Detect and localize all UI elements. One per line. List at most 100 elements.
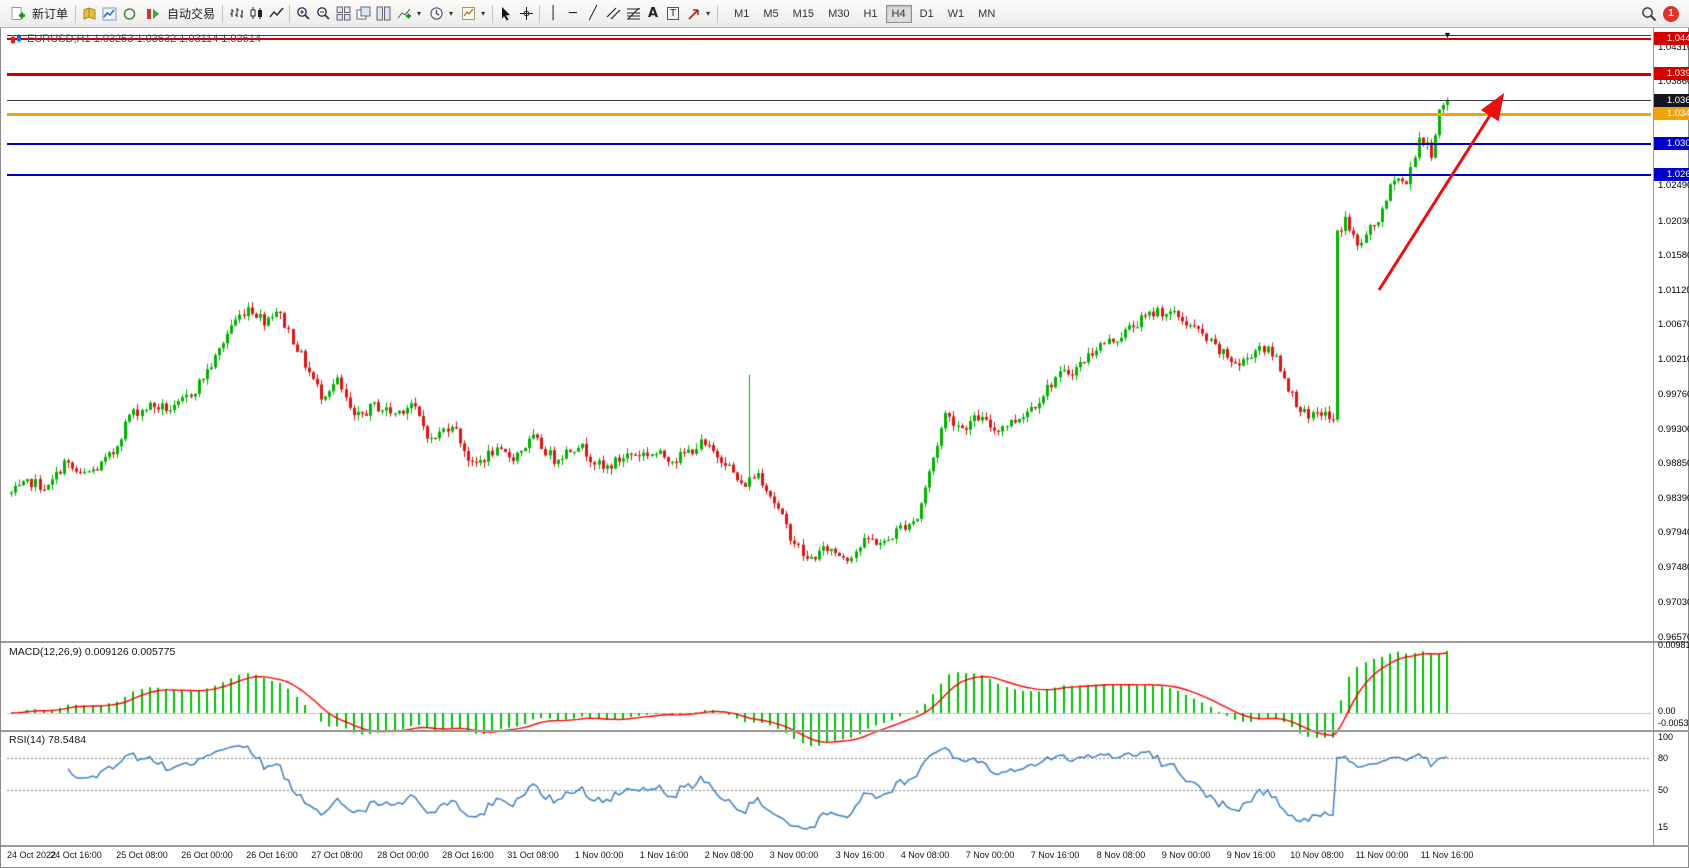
- symbol-icon: [11, 33, 22, 45]
- chevron-down-icon: ▾: [449, 9, 454, 18]
- time-axis-label: 7 Nov 00:00: [965, 850, 1015, 860]
- refresh-icon[interactable]: [119, 4, 139, 24]
- zoom-in-icon[interactable]: [293, 4, 313, 24]
- rsi-axis-label: 100: [1658, 732, 1674, 742]
- price-axis-tick: 0.97030: [1658, 597, 1689, 608]
- tile-vertical-icon[interactable]: [373, 4, 393, 24]
- price-axis-tick: 0.97940: [1658, 527, 1689, 538]
- time-axis-label: 28 Oct 16:00: [442, 850, 494, 860]
- time-axis-label: 7 Nov 16:00: [1030, 850, 1080, 860]
- price-axis-tick: 0.98850: [1658, 458, 1689, 469]
- price-level-badge: 1.04418: [1654, 32, 1689, 45]
- vertical-line-tool-icon[interactable]: │: [549, 6, 557, 21]
- channel-tool-icon[interactable]: [603, 4, 623, 24]
- autotrading-label: 自动交易: [167, 7, 216, 21]
- price-level-line[interactable]: [7, 73, 1651, 76]
- trendline-tool-icon[interactable]: ╱: [589, 6, 597, 21]
- autotrading-button[interactable]: 自动交易: [139, 2, 219, 26]
- crosshair-tool-icon[interactable]: [516, 4, 536, 24]
- price-axis-tick: 1.00210: [1658, 354, 1689, 365]
- price-level-badge: 1.02635: [1654, 168, 1689, 181]
- time-axis-label: 3 Nov 00:00: [769, 850, 819, 860]
- new-order-button[interactable]: 新订单: [4, 2, 72, 26]
- macd-axis-label: 0.009817: [1658, 640, 1689, 650]
- price-axis-tick: 0.96570: [1658, 632, 1689, 643]
- price-axis-tick: 1.02490: [1658, 180, 1689, 191]
- bar-chart-type-icon[interactable]: [226, 4, 246, 24]
- new-order-icon: [8, 4, 28, 24]
- price-level-line[interactable]: [7, 143, 1651, 145]
- price-level-badge: 1.03434: [1654, 107, 1689, 120]
- tile-windows-icon[interactable]: [333, 4, 353, 24]
- price-axis-border: [1653, 28, 1654, 847]
- price-axis-tick: 1.02030: [1658, 216, 1689, 227]
- time-axis-label: 3 Nov 16:00: [835, 850, 885, 860]
- time-axis-label: 26 Oct 00:00: [181, 850, 233, 860]
- price-axis-tick: 1.00670: [1658, 319, 1689, 330]
- price-axis-tick: 1.03860: [1658, 76, 1689, 87]
- time-axis-label: 9 Nov 00:00: [1161, 850, 1211, 860]
- text-tool-icon[interactable]: A: [648, 6, 659, 21]
- macd-axis-label: -0.005384: [1658, 718, 1689, 728]
- chart-window: EURUSD,H1 1.03253 1.03632 1.03114 1.0361…: [0, 28, 1689, 868]
- candlestick-type-icon[interactable]: [246, 4, 266, 24]
- periods-button[interactable]: ▾: [425, 4, 457, 23]
- timeframe-m30[interactable]: M30: [828, 7, 850, 20]
- time-axis-label: 26 Oct 16:00: [246, 850, 298, 860]
- cursor-tool-icon[interactable]: [496, 4, 516, 24]
- timeframe-h4[interactable]: H4: [885, 4, 912, 23]
- price-level-line[interactable]: [7, 35, 1651, 36]
- cascade-windows-icon[interactable]: [353, 4, 373, 24]
- rsi-label: RSI(14) 78.5484: [9, 734, 87, 746]
- toolbar-separator: [222, 4, 224, 23]
- price-level-badge: 1.03046: [1654, 137, 1689, 150]
- indicators-button[interactable]: ▾: [393, 4, 425, 23]
- notifications-badge[interactable]: 1: [1663, 5, 1679, 22]
- arrows-tool-button[interactable]: ▾: [683, 5, 714, 23]
- timeframe-h1[interactable]: H1: [863, 7, 878, 20]
- label-tool-icon[interactable]: T: [663, 4, 683, 24]
- main-toolbar: 新订单 自动交易: [0, 0, 1689, 28]
- rsi-axis-label: 50: [1658, 785, 1669, 795]
- timeframe-d1[interactable]: D1: [919, 7, 934, 20]
- zoom-out-icon[interactable]: [313, 4, 333, 24]
- new-chart-icon[interactable]: [99, 4, 119, 24]
- time-axis-label: 24 Oct 2022: [7, 850, 57, 860]
- time-axis-label: 28 Oct 00:00: [377, 850, 429, 860]
- price-axis-tick: 0.99760: [1658, 389, 1689, 400]
- timeframe-m1[interactable]: M1: [734, 7, 750, 20]
- macd-label: MACD(12,26,9) 0.009126 0.005775: [9, 646, 176, 658]
- time-axis-label: 8 Nov 08:00: [1096, 850, 1146, 860]
- price-level-line[interactable]: [7, 38, 1651, 40]
- toolbar-separator: [717, 4, 719, 23]
- timeframe-m5[interactable]: M5: [763, 7, 779, 20]
- timeframe-m15[interactable]: M15: [792, 7, 815, 20]
- timeframe-toolbar: M1 M5 M15 M30 H1 H4 D1 W1 MN: [727, 4, 1002, 23]
- timeframe-mn[interactable]: MN: [978, 7, 996, 20]
- panel-separator: [1, 730, 1689, 732]
- horizontal-line-tool-icon[interactable]: ─: [569, 6, 577, 21]
- new-order-label: 新订单: [32, 7, 69, 21]
- templates-button[interactable]: ▾: [457, 4, 489, 23]
- price-axis-tick: 0.98390: [1658, 493, 1689, 504]
- chevron-down-icon: ▾: [706, 9, 711, 18]
- chevron-down-icon: ▾: [417, 9, 422, 18]
- line-chart-type-icon[interactable]: [266, 4, 286, 24]
- time-axis-label: 4 Nov 08:00: [900, 850, 950, 860]
- autotrading-icon: [143, 4, 163, 24]
- time-axis-label: 1 Nov 16:00: [639, 850, 689, 860]
- current-price-line: [7, 100, 1651, 101]
- price-chart-canvas[interactable]: [1, 28, 1689, 868]
- price-level-line[interactable]: [7, 174, 1651, 176]
- charts-profile-icon[interactable]: [79, 4, 99, 24]
- toolbar-separator: [492, 4, 494, 23]
- toolbar-separator: [539, 4, 541, 23]
- time-axis-label: 11 Nov 00:00: [1355, 850, 1409, 860]
- search-icon[interactable]: [1639, 4, 1659, 24]
- time-axis-label: 31 Oct 08:00: [507, 850, 559, 860]
- price-level-line[interactable]: [7, 113, 1651, 116]
- fibonacci-tool-icon[interactable]: [623, 4, 643, 24]
- chart-shift-marker[interactable]: ▼: [1443, 30, 1452, 40]
- toolbar-separator: [289, 4, 291, 23]
- timeframe-w1[interactable]: W1: [947, 7, 965, 20]
